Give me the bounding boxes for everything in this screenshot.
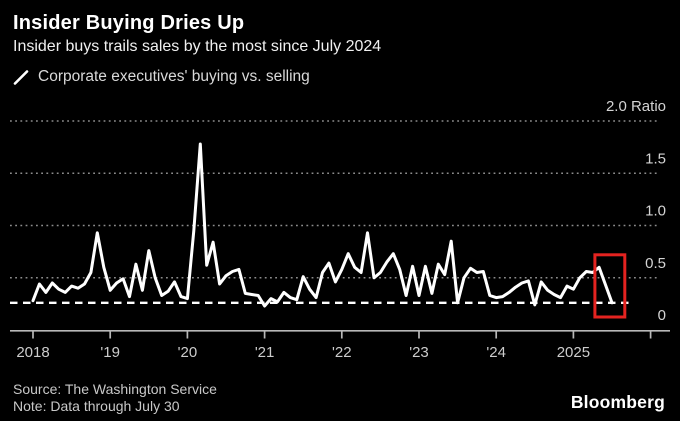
axis-labels-group: 2018 '19 '20 '21 '22 '23 '24 2025 0 0.5 1.0 1.5 2.0 …: [16, 98, 666, 361]
chart-title: Insider Buying Dries Up: [13, 12, 245, 34]
y-axis-tick-label: 1.0: [645, 203, 666, 220]
line-slash-icon: [13, 69, 30, 85]
bloomberg-logo: Bloomberg: [570, 392, 665, 412]
y-axis-tick-label: 2.0 Ratio: [606, 98, 666, 115]
x-axis-tick-label: '19: [100, 344, 120, 361]
data-note: Note: Data through July 30: [13, 398, 180, 414]
y-axis-tick-label: 1.5: [645, 150, 666, 167]
chart-subtitle: Insider buys trails sales by the most si…: [13, 38, 382, 55]
x-axis-tick-label: '20: [178, 344, 198, 361]
x-axis-tick-label: '24: [486, 344, 506, 361]
series-line: [31, 142, 614, 308]
highlight-group: [593, 253, 627, 319]
x-axis-group: [10, 329, 670, 339]
x-axis-tick-label: '21: [255, 344, 275, 361]
x-axis-tick-label: 2018: [16, 344, 49, 361]
x-axis-tick-label: '23: [409, 344, 429, 361]
y-axis-tick-label: 0.5: [645, 255, 666, 272]
legend: Corporate executives' buying vs. selling: [13, 68, 310, 86]
gridlines-group: [10, 120, 658, 279]
source-note: Source: The Washington Service: [13, 381, 217, 397]
legend-label: Corporate executives' buying vs. selling: [38, 68, 310, 85]
series-group: [31, 142, 614, 308]
x-axis-tick-label: '22: [332, 344, 352, 361]
y-axis-tick-label: 0: [658, 307, 666, 324]
x-axis-tick-label: 2025: [557, 344, 590, 361]
highlight-box: [593, 253, 627, 319]
